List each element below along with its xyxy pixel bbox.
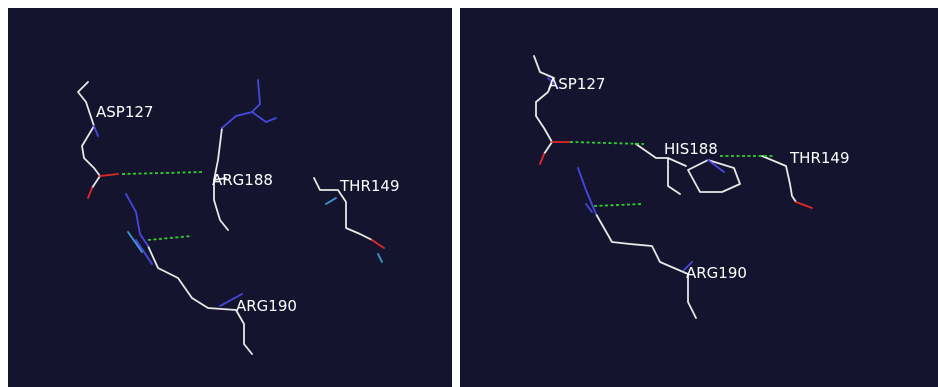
- residue-label: ARG190: [686, 264, 747, 282]
- hydrogen-bond-1: [121, 171, 205, 175]
- hydrogen-bond-1: [569, 141, 645, 145]
- residue-label: THR149: [339, 177, 400, 195]
- residue-arg190-right: [577, 167, 697, 319]
- residue-thr149-left: [313, 177, 385, 263]
- residue-label: ARG188: [212, 171, 273, 189]
- residue-asp127-right: [533, 55, 571, 165]
- hydrogen-bond-3: [593, 203, 643, 207]
- hydrogen-bond-2: [147, 235, 193, 241]
- residue-label: ASP127: [548, 75, 605, 93]
- molecule-view-right: ASP127 HIS188 THR149 ARG190: [533, 55, 850, 319]
- residue-label: THR149: [789, 149, 850, 167]
- residue-his188-right: [635, 143, 741, 195]
- structure-panel-right: ASP127 HIS188 THR149 ARG190: [460, 8, 938, 387]
- structure-panel-left: ASP127 ARG188 THR149 ARG190: [8, 8, 452, 387]
- residue-label: HIS188: [664, 140, 718, 158]
- residue-asp127-left: [77, 81, 119, 199]
- residue-arg190-left: [125, 193, 253, 355]
- residue-label: ASP127: [96, 103, 153, 121]
- residue-thr149-right: [761, 155, 813, 209]
- residue-label: ARG190: [236, 297, 297, 315]
- molecule-view-left: ASP127 ARG188 THR149 ARG190: [77, 79, 400, 355]
- residue-arg188-left: [213, 79, 277, 231]
